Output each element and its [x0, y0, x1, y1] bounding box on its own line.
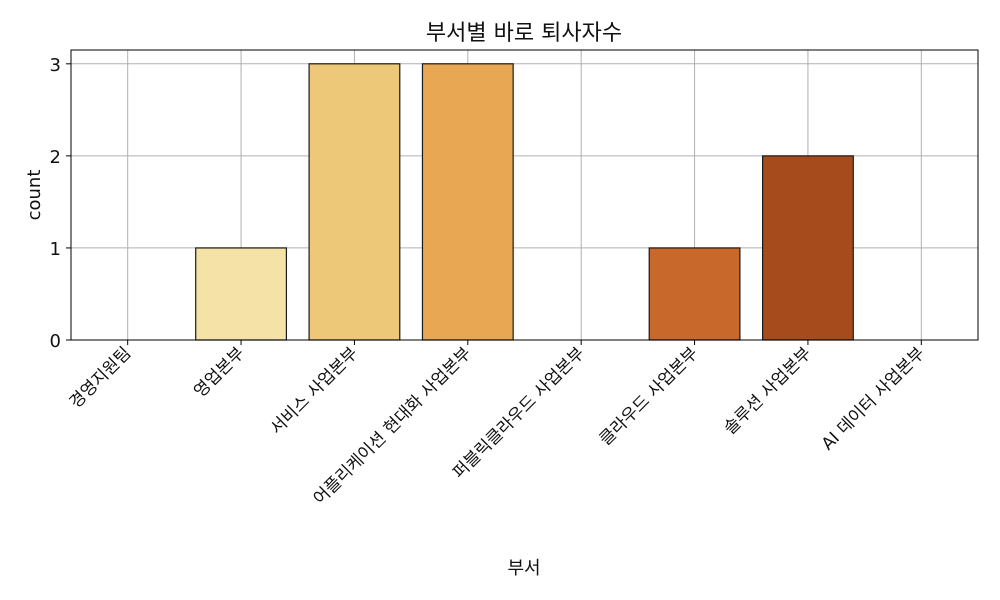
bar	[308, 63, 401, 341]
bar	[648, 247, 741, 341]
x-tick-label: 서비스 사업본부	[267, 343, 362, 438]
chart-title: 부서별 바로 퇴사자수	[426, 21, 622, 46]
bar	[195, 247, 288, 341]
x-tick-label: 솔루션 사업본부	[720, 343, 815, 438]
plot-frame	[70, 49, 979, 341]
y-tick-label: 2	[50, 147, 61, 168]
x-tick-label: 클라우드 사업본부	[596, 343, 702, 449]
bar	[761, 155, 854, 341]
bar-layer	[195, 63, 854, 341]
y-tick-label: 0	[50, 331, 61, 352]
x-tick-label: AI 데이터 사업본부	[818, 343, 929, 454]
y-axis: 0 1 2 3	[50, 55, 71, 352]
y-tick-label: 3	[50, 55, 61, 76]
x-tick-label: 퍼블릭클라우드 사업본부	[449, 343, 589, 483]
y-axis-label: count	[24, 170, 45, 221]
bar	[421, 63, 514, 341]
x-tick-label: 경영지원팀	[66, 343, 135, 412]
x-tick-label: 영업본부	[190, 343, 248, 401]
x-axis-label: 부서	[507, 558, 540, 579]
y-tick-label: 1	[50, 239, 61, 260]
